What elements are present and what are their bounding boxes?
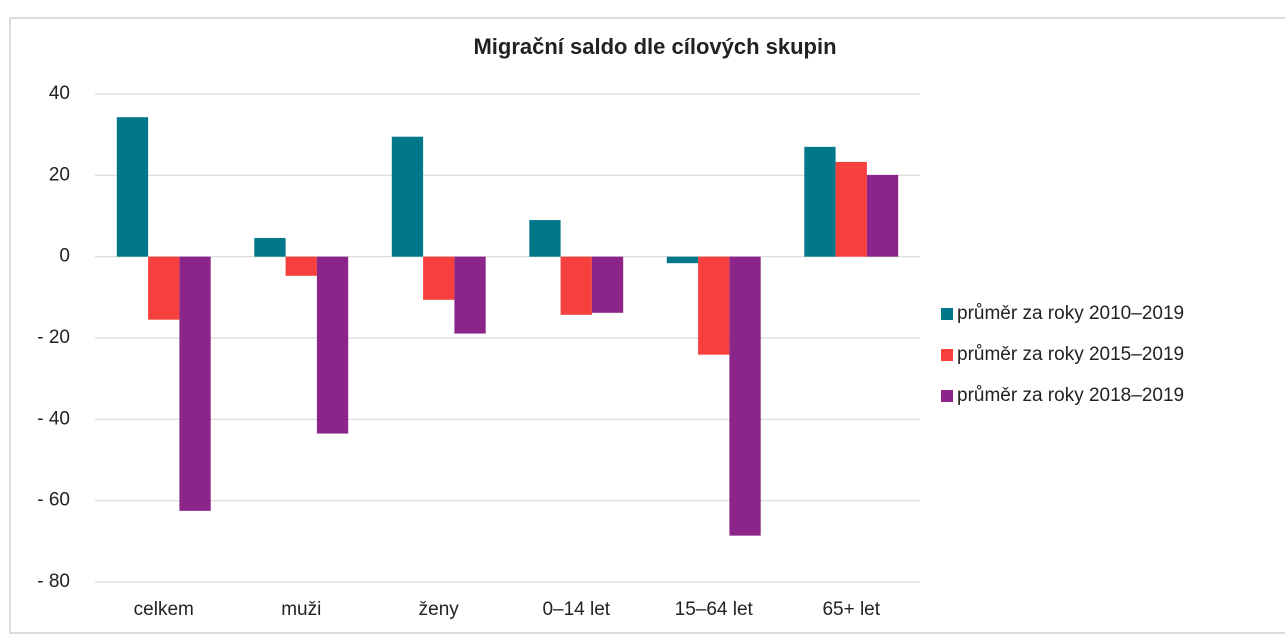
chart-border (9, 17, 1285, 634)
bar (591, 256, 624, 313)
legend-swatch (941, 308, 953, 320)
bar (285, 256, 317, 276)
legend-label: průměr za roky 2018–2019 (957, 385, 1184, 406)
y-tick-label: 40 (49, 83, 70, 104)
y-tick-label: - 80 (37, 571, 70, 592)
bar (866, 174, 899, 257)
legend-label: průměr za roky 2015–2019 (957, 344, 1184, 365)
x-tick-label: muži (281, 599, 321, 620)
bar (254, 237, 286, 257)
legend-label: průměr za roky 2010–2019 (957, 303, 1184, 324)
x-tick-label: 15–64 let (675, 599, 754, 620)
bar (148, 256, 180, 320)
bar (698, 256, 730, 355)
x-tick-label: ženy (419, 599, 460, 620)
legend-swatch (941, 390, 953, 402)
bar (666, 256, 699, 264)
x-tick-label: celkem (134, 599, 194, 620)
bar (316, 256, 349, 434)
chart-title: Migrační saldo dle cílových skupin (473, 34, 836, 59)
legend-swatch (941, 349, 953, 361)
y-tick-label: 0 (59, 246, 70, 267)
bar (423, 256, 455, 300)
y-tick-label: 20 (49, 164, 70, 185)
bar (116, 117, 149, 257)
x-tick-label: 0–14 let (542, 599, 610, 620)
y-tick-label: - 20 (37, 327, 70, 348)
y-tick-label: - 40 (37, 408, 70, 429)
bar (529, 220, 561, 257)
bar (391, 136, 424, 257)
bar (454, 256, 486, 334)
bar (560, 256, 592, 315)
bar (835, 161, 867, 257)
bar (179, 256, 211, 511)
y-tick-label: - 60 (37, 490, 70, 511)
bar (729, 256, 761, 536)
x-tick-label: 65+ let (822, 599, 880, 620)
bar (804, 146, 836, 257)
